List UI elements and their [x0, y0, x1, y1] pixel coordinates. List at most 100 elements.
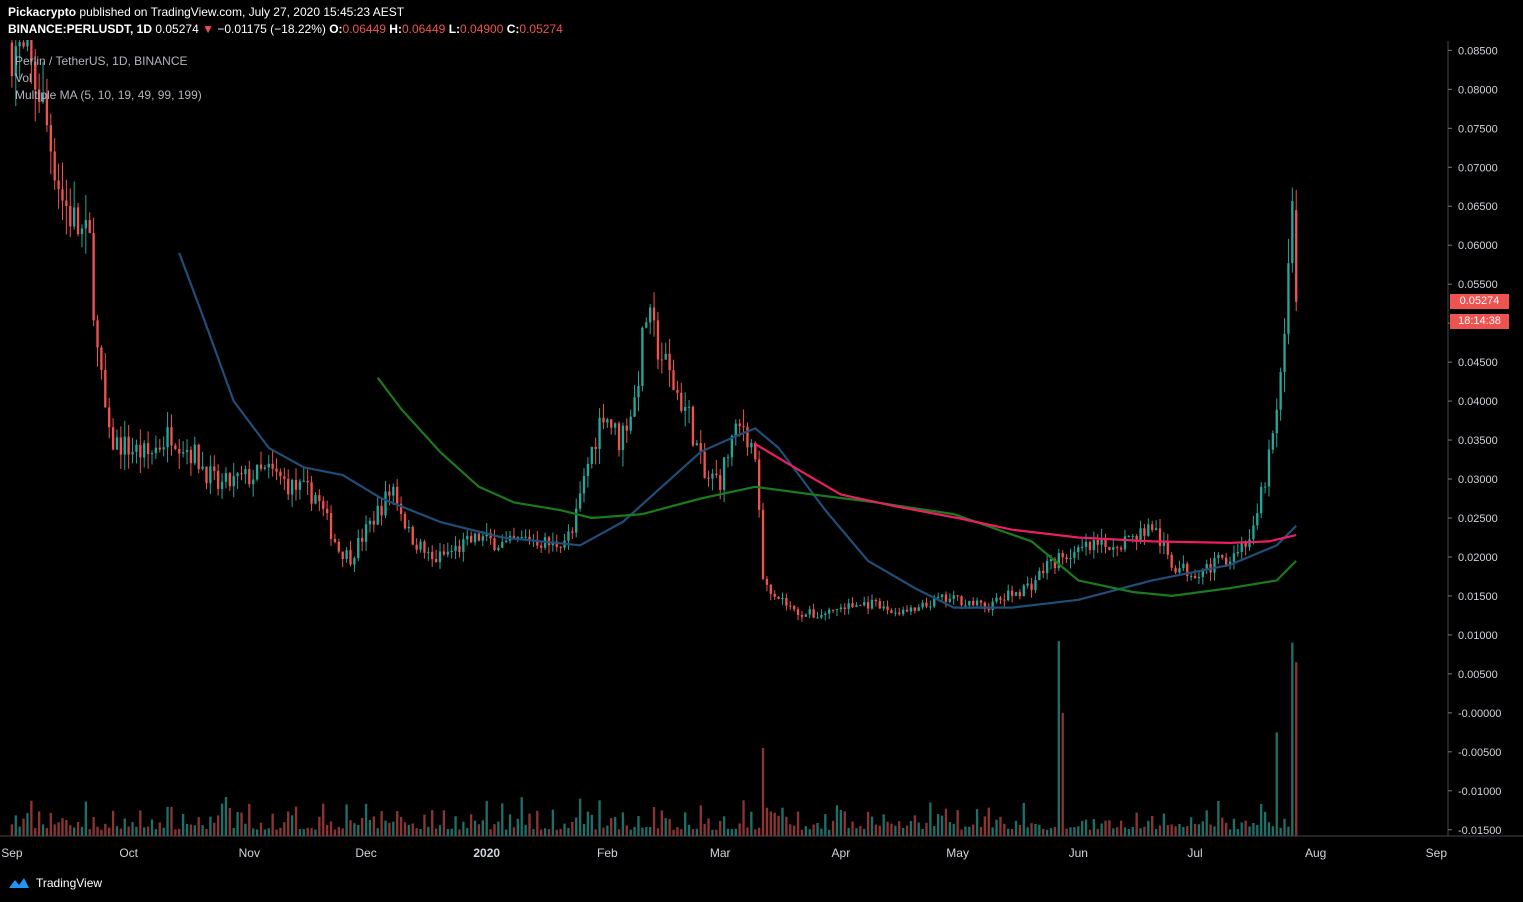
volume-bar — [53, 824, 56, 836]
volume-bar — [1263, 811, 1267, 836]
volume-bar — [372, 816, 376, 836]
candle-body — [127, 436, 130, 455]
candle-body — [271, 463, 274, 469]
candle-body — [1236, 552, 1240, 554]
volume-bar — [174, 829, 177, 836]
volume-bar — [135, 826, 138, 836]
y-tick-label: 0.02000 — [1458, 552, 1498, 564]
candle-body — [88, 220, 91, 233]
candle-body — [613, 423, 617, 428]
volume-bar — [1186, 826, 1189, 836]
y-tick-label: 0.02500 — [1458, 513, 1498, 525]
volume-bar — [1104, 820, 1107, 836]
volume-bar — [1143, 826, 1146, 836]
y-tick-label: -0.00500 — [1458, 747, 1501, 759]
volume-bar — [423, 814, 426, 836]
candle-body — [34, 61, 37, 90]
legend-volume[interactable]: Vol — [15, 71, 32, 85]
candle-body — [1119, 547, 1123, 550]
volume-bar — [773, 812, 776, 836]
volume-bar — [1201, 821, 1204, 836]
y-tick-label: 0.07500 — [1458, 123, 1498, 135]
volume-bar — [349, 820, 352, 836]
volume-bar — [1197, 824, 1201, 836]
candle-body — [598, 417, 601, 450]
volume-bar — [399, 817, 403, 836]
volume-bar — [707, 818, 710, 836]
volume-bar — [687, 824, 691, 836]
candle-body — [940, 594, 944, 598]
candle-body — [345, 550, 348, 559]
volume-bar — [878, 825, 881, 836]
volume-bar — [540, 829, 543, 836]
tradingview-logo[interactable]: TradingView — [8, 876, 102, 890]
volume-bar — [263, 829, 267, 836]
volume-bar — [652, 807, 656, 836]
volume-bar — [61, 818, 64, 836]
volume-bar — [45, 828, 49, 836]
volume-bar — [894, 825, 897, 836]
volume-bar — [968, 826, 971, 836]
volume-bar — [392, 821, 395, 836]
volume-bar — [1228, 829, 1232, 836]
candle-body — [1057, 552, 1060, 569]
candle-body — [1201, 569, 1204, 577]
volume-bar — [26, 813, 29, 836]
candle-body — [781, 598, 784, 600]
candle-body — [290, 479, 294, 495]
volume-bar — [380, 810, 383, 836]
candle-body — [287, 478, 290, 495]
candle-body — [956, 595, 959, 597]
candle-body — [396, 486, 399, 504]
volume-bar — [88, 829, 91, 836]
last-price-tag: 0.05274 — [1450, 294, 1509, 309]
candle-body — [936, 597, 940, 599]
candle-body — [1240, 543, 1243, 553]
candle-body — [711, 473, 714, 479]
ma-line-ma-199 — [754, 443, 1297, 545]
x-tick-label: Sep — [1, 846, 23, 860]
volume-bar — [368, 819, 372, 836]
candle-body — [201, 466, 204, 470]
volume-bar — [582, 824, 586, 836]
volume-bar — [1162, 813, 1166, 836]
volume-bar — [855, 828, 858, 836]
volume-bar — [1154, 829, 1158, 836]
volume-bar — [396, 811, 399, 836]
candle-body — [777, 596, 780, 599]
candle-body — [415, 544, 418, 550]
volume-bar — [656, 828, 660, 836]
candle-body — [1131, 535, 1134, 537]
candle-body — [555, 541, 558, 547]
volume-bar — [1205, 810, 1208, 836]
candle-body — [722, 457, 726, 490]
volume-bar — [528, 813, 531, 836]
legend-ma[interactable]: Multiple MA (5, 10, 19, 49, 99, 199) — [15, 88, 202, 102]
candle-body — [100, 347, 103, 370]
volume-bar — [314, 829, 317, 836]
volume-bar — [1077, 826, 1080, 836]
volume-bar — [1260, 804, 1263, 836]
candle-body — [656, 320, 660, 360]
volume-bar — [621, 812, 625, 836]
volume-bar — [563, 823, 566, 836]
candle-body — [135, 444, 138, 452]
author-name[interactable]: Pickacrypto — [8, 5, 77, 19]
legend-title[interactable]: Perlin / TetherUS, 1D, BINANCE — [15, 54, 188, 68]
candle-body — [166, 427, 169, 448]
candle-body — [1174, 567, 1177, 573]
candle-body — [154, 447, 158, 454]
candle-body — [761, 509, 765, 579]
volume-bar — [851, 821, 854, 836]
volume-bar — [804, 826, 808, 836]
candle-body — [1291, 201, 1294, 264]
volume-bar — [1232, 818, 1236, 836]
volume-bar — [645, 827, 648, 836]
candle-body — [1010, 590, 1014, 596]
candle-body — [625, 425, 628, 431]
volume-bar — [1267, 822, 1271, 836]
candle-body — [1045, 561, 1049, 574]
volume-bar — [271, 813, 274, 836]
volume-bar — [30, 800, 33, 836]
volume-bar — [220, 803, 224, 836]
